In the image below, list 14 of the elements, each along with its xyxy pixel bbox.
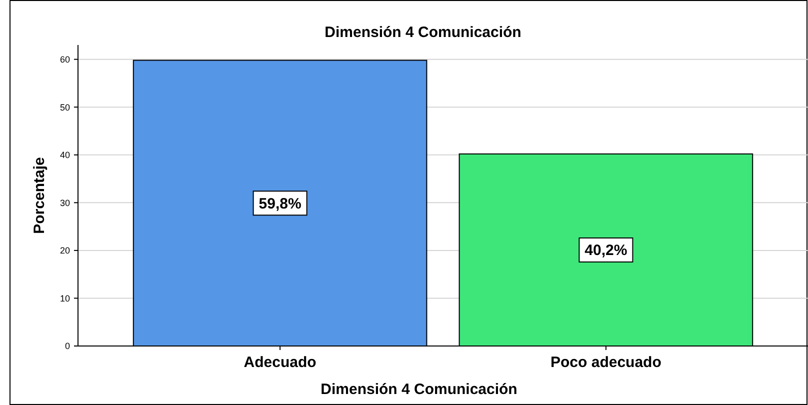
chart-title: Dimensión 4 Comunicación — [324, 24, 522, 41]
y-tick-label: 30 — [60, 198, 70, 208]
y-tick-label: 40 — [60, 150, 70, 160]
data-label: 40,2% — [584, 242, 628, 260]
y-tick-label: 20 — [60, 246, 70, 256]
x-axis-title: Dimensión 4 Comunicación — [320, 381, 518, 398]
y-tick-label: 50 — [60, 102, 70, 112]
y-axis-title: Porcentaje — [31, 157, 48, 234]
data-label: 59,8% — [258, 195, 302, 212]
x-tick-label: Adecuado — [244, 354, 316, 371]
y-tick-label: 10 — [60, 293, 70, 304]
y-tick-label: 60 — [60, 54, 70, 64]
y-tick-label: 0 — [64, 341, 70, 352]
x-tick-label: Poco adecuado — [550, 354, 662, 371]
